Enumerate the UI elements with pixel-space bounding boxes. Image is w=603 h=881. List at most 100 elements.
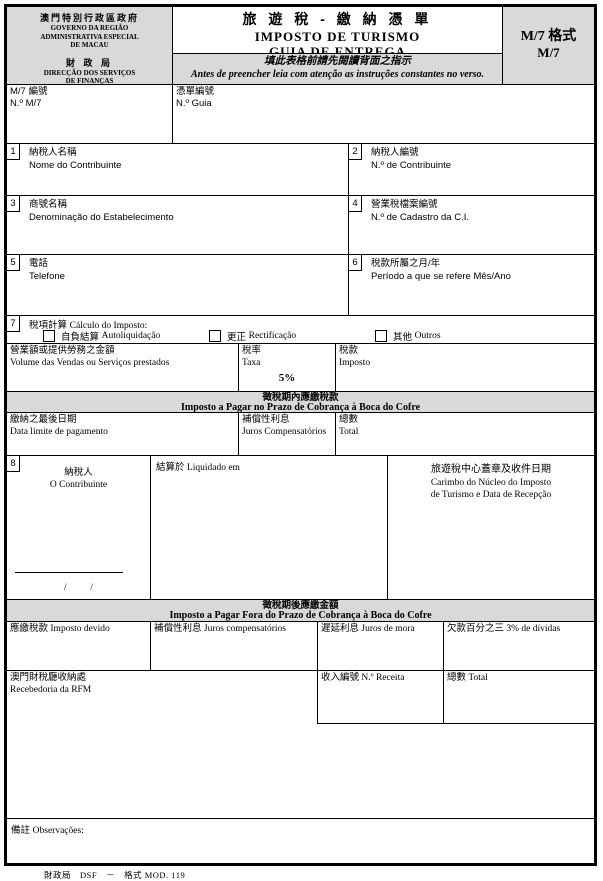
form-code-block: M/7 格式 M/7 (502, 7, 594, 84)
field-cadastro-number[interactable]: 4 營業稅檔案編號 N.º de Cadastro da C.I. (348, 196, 594, 254)
instruction-pt: Antes de preencher leia com atenção as i… (190, 69, 485, 80)
option-rectificacao: 更正 Rectificação (209, 329, 296, 343)
agency-name-pt-line1: GOVERNO DA REGIÃO (50, 24, 129, 32)
field-number-3: 3 (7, 196, 20, 212)
stamp-label-pt-line1: Carimbo do Núcleo do Imposto (430, 478, 552, 488)
field-default-interest[interactable]: 遲延利息 Juros de mora (317, 622, 443, 670)
field-tax-owed[interactable]: 應繳稅款 Imposto devido (7, 622, 150, 670)
taxpayer-name-label-cjk: 納稅人名稱 (29, 147, 77, 158)
taxpayer-number-label-cjk: 納稅人編號 (371, 147, 419, 158)
agency-name-cjk: 澳門特別行政區政府 (39, 13, 139, 23)
rate-label-cjk: 稅率 (242, 345, 262, 356)
option-autoliquidacao: 自負結算 Autoliquidação (43, 329, 160, 343)
signature-line (15, 572, 123, 573)
field-total-due[interactable]: 總數 Total (335, 413, 594, 455)
taxpayer-signature-block[interactable]: 8 納稅人 O Contribuinte / / (7, 456, 150, 599)
total-due-label-cjk: 總數 (339, 414, 359, 425)
volume-label-pt: Volume das Vendas ou Serviços prestados (10, 358, 170, 368)
deadline-row: 繳納之最後日期 Data limite de pagamento 補償性利息 J… (7, 412, 594, 455)
interest-label-pt: Juros Compensatórios (242, 427, 327, 437)
field-number-2: 2 (349, 144, 362, 160)
recebedoria-row: 澳門財稅廳收納處 Recebedoria da RFM 收入編號 N.º Rec… (7, 670, 594, 818)
checkbox-autoliquidacao[interactable] (43, 330, 55, 342)
cadastro-label-pt: N.º de Cadastro da C.I. (371, 212, 469, 223)
band1-title-cjk: 徵稅期內應繳稅款 (262, 392, 339, 403)
form-title-cjk: 旅 遊 稅 - 繳 納 憑 單 (242, 11, 433, 27)
receita-label-pt: N.º Receita (361, 673, 405, 683)
field-tax-amount[interactable]: 稅款 Imposto (335, 344, 594, 391)
field-receipt-number[interactable]: 收入編號 N.º Receita (317, 671, 443, 723)
establishment-label-cjk: 商號名稱 (29, 199, 68, 210)
calc-label: 稅項計算 Cálculo do Imposto: (29, 317, 147, 331)
rate-value: 5% (278, 372, 296, 384)
late-total-label-cjk: 總數 (447, 672, 467, 683)
option-autoliquidacao-cjk: 自負結算 (61, 332, 100, 343)
liquidated-label-cjk: 結算於 (156, 462, 185, 473)
option-autoliquidacao-pt: Autoliquidação (101, 331, 161, 341)
taxpayer-name-label-pt: Nome do Contribuinte (29, 160, 122, 171)
m7-number-label-pt: N.º M/7 (10, 98, 42, 109)
recebedoria-label-pt: Recebedoria da RFM (10, 685, 92, 695)
telephone-label-cjk: 電話 (29, 258, 49, 269)
period-label-pt: Período a que se refere Mês/Ano (371, 271, 511, 282)
form-model-footer: 財政局 DSF － 格式 MOD. 119 (44, 870, 186, 880)
checkbox-rectificacao[interactable] (209, 330, 221, 342)
notes-row[interactable]: 備註 Observações: (7, 818, 594, 863)
agency-block: 澳門特別行政區政府 GOVERNO DA REGIÃO ADMINISTRATI… (7, 7, 172, 85)
field-number-5: 5 (7, 255, 20, 271)
late-payment-row: 應繳稅款 Imposto devido 補償性利息 Juros compensa… (7, 621, 594, 670)
id-number-row: M/7 編號 N.º M/7 憑單編號 N.º Guia (7, 84, 594, 143)
tax-label-pt: Imposto (339, 358, 371, 368)
form-code-line2: M/7 (537, 45, 560, 60)
telephone-label-pt: Telefone (29, 271, 65, 282)
checkbox-outros[interactable] (375, 330, 387, 342)
field-period[interactable]: 6 稅款所屬之月/年 Período a que se refere Mês/A… (348, 255, 594, 315)
receipt-subrow: 收入編號 N.º Receita 總數 Total (317, 671, 594, 724)
field-sales-volume[interactable]: 營業額或提供勞務之金額 Volume das Vendas ou Serviço… (7, 344, 238, 391)
taxpayer-number-label-pt: N.º de Contribuinte (371, 160, 452, 171)
rate-label-pt: Taxa (242, 358, 261, 368)
agency-name-pt-line2: ADMINISTRATIVA ESPECIAL (40, 32, 139, 41)
section-band-after-deadline: 徵稅期後應繳金額 Imposto a Pagar Fora do Prazo d… (7, 599, 594, 621)
tax-form-m7: 澳門特別行政區政府 GOVERNO DA REGIÃO ADMINISTRATI… (4, 4, 597, 866)
field-number-4: 4 (349, 196, 362, 212)
field-row-7-calc: 7 稅項計算 Cálculo do Imposto: 自負結算 Autoliqu… (7, 315, 594, 343)
field-late-compensatory-interest[interactable]: 補償性利息 Juros compensatórios (150, 622, 317, 670)
option-outros: 其他 Outros (375, 329, 441, 343)
tax-owed-label-cjk: 應繳稅款 (10, 623, 49, 634)
field-establishment-name[interactable]: 3 商號名稱 Denominação do Estabelecimento (7, 196, 348, 254)
taxpayer-sign-label-pt: O Contribuinte (49, 480, 108, 490)
late-total-label-pt: Total (468, 673, 488, 683)
date-slashes: / / (63, 583, 94, 593)
field-number-1: 1 (7, 144, 20, 160)
establishment-label-pt: Denominação do Estabelecimento (29, 212, 174, 223)
liquidated-block[interactable]: 結算於 Liquidado em (150, 456, 387, 599)
dept-name-cjk: 財 政 局 (65, 57, 113, 68)
notes-label-cjk: 備註 (11, 825, 31, 836)
guia-number-field[interactable]: 憑單編號 N.º Guia (172, 85, 594, 143)
mora-label-pt: Juros de mora (361, 624, 415, 634)
empty-area (317, 724, 594, 818)
dept-name-pt-line2: DE FINANÇAS (65, 77, 114, 85)
m7-number-field[interactable]: M/7 編號 N.º M/7 (7, 85, 172, 143)
field-late-total[interactable]: 總數 Total (443, 671, 594, 723)
section-band-within-deadline: 徵稅期內應繳稅款 Imposto a Pagar no Prazo de Cob… (7, 391, 594, 413)
field-number-6: 6 (349, 255, 362, 271)
guia-number-label-pt: N.º Guia (176, 98, 212, 109)
field-compensatory-interest[interactable]: 補償性利息 Juros Compensatórios (238, 413, 335, 455)
field-taxpayer-name[interactable]: 1 納稅人名稱 Nome do Contribuinte (7, 144, 348, 195)
receita-label-cjk: 收入編號 (321, 672, 360, 683)
dept-name-pt-line1: DIRECÇÃO DOS SERVIÇOS (43, 68, 136, 77)
field-telephone[interactable]: 5 電話 Telefone (7, 255, 348, 315)
form-header: 澳門特別行政區政府 GOVERNO DA REGIÃO ADMINISTRATI… (7, 7, 594, 85)
field-taxpayer-number[interactable]: 2 納稅人編號 N.º de Contribuinte (348, 144, 594, 195)
deadline-label-cjk: 繳納之最後日期 (10, 414, 77, 425)
recebedoria-block: 澳門財稅廳收納處 Recebedoria da RFM (7, 671, 317, 818)
title-block: 旅 遊 稅 - 繳 納 憑 單 IMPOSTO DE TURISMO GUIA … (172, 7, 502, 84)
section-8-row: 8 納稅人 O Contribuinte / / 結算於 Liquidado e… (7, 455, 594, 599)
field-payment-deadline[interactable]: 繳納之最後日期 Data limite de pagamento (7, 413, 238, 455)
field-row-1-2: 1 納稅人名稱 Nome do Contribuinte 2 納稅人編號 N.º… (7, 143, 594, 195)
field-row-5-6: 5 電話 Telefone 6 稅款所屬之月/年 Período a que s… (7, 254, 594, 315)
field-3pct-debts[interactable]: 欠款百分之三 3% de dívidas (443, 622, 594, 670)
stamp-label-pt-line2: de Turismo e Data de Recepção (430, 490, 552, 500)
